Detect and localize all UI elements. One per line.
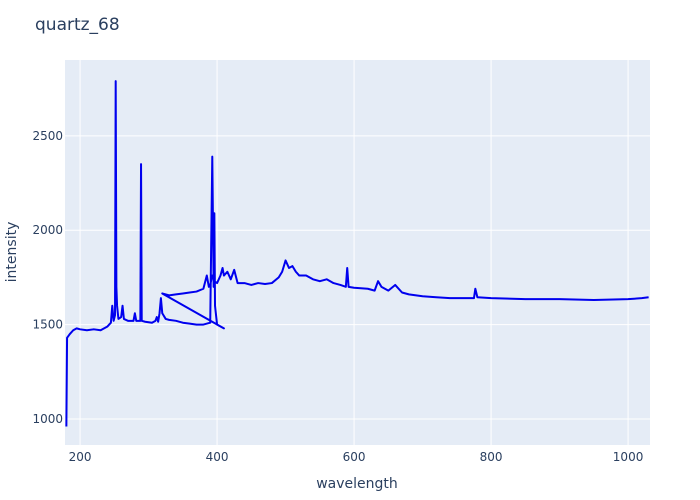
y-axis-title: intensity (4, 222, 20, 283)
y-tick-label: 2500 (32, 129, 63, 143)
data-line (65, 80, 649, 427)
x-tick-label: 800 (480, 450, 503, 464)
y-tick-label: 2000 (32, 223, 63, 237)
x-tick-label: 400 (206, 450, 229, 464)
y-tick-label: 1500 (32, 318, 63, 332)
x-tick-label: 600 (343, 450, 366, 464)
x-axis-title: wavelength (316, 476, 398, 492)
y-tick-label: 1000 (32, 412, 63, 426)
plot-area (65, 60, 650, 445)
chart-title: quartz_68 (35, 15, 120, 35)
x-tick-label: 1000 (613, 450, 644, 464)
x-tick-label: 200 (69, 450, 92, 464)
